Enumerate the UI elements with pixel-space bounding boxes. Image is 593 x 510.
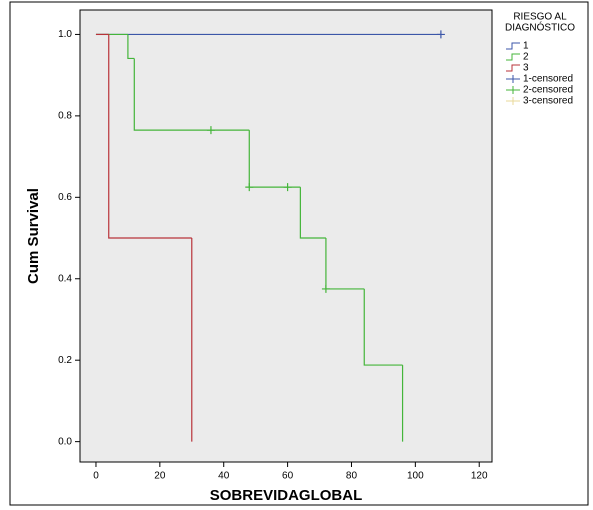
y-tick-label: 0.8 — [58, 111, 72, 122]
x-tick-label: 100 — [407, 471, 424, 482]
censor-mark — [206, 126, 215, 135]
survival-step — [299, 187, 326, 239]
legend-label: 1-censored — [523, 74, 573, 85]
legend-swatch — [506, 42, 520, 50]
censor-mark — [245, 183, 254, 192]
legend-swatch — [506, 53, 520, 61]
x-tick-label: 20 — [154, 471, 166, 482]
legend-swatch — [506, 97, 520, 105]
survival-step — [108, 34, 192, 239]
legend-swatch — [506, 75, 520, 83]
y-tick-label: 0.2 — [58, 355, 72, 366]
legend-label: 1 — [523, 41, 529, 52]
censor-mark — [321, 284, 330, 293]
y-axis-title: Cum Survival — [25, 188, 42, 284]
legend-label: 3-censored — [523, 96, 573, 107]
legend-title: RIESGO AL — [513, 12, 567, 23]
y-tick-label: 0.4 — [58, 273, 72, 284]
legend-label: 2 — [523, 52, 529, 63]
y-tick-label: 0.0 — [58, 436, 72, 447]
legend-label: 3 — [523, 63, 529, 74]
x-tick-label: 120 — [471, 471, 488, 482]
censor-mark — [436, 30, 445, 39]
legend-swatch — [506, 86, 520, 94]
plot-area — [79, 9, 493, 463]
x-axis-title: SOBREVIDAGLOBAL — [210, 487, 363, 504]
legend-swatch — [506, 64, 520, 72]
survival-step — [363, 288, 403, 366]
x-tick-label: 40 — [218, 471, 230, 482]
y-tick-label: 1.0 — [58, 29, 72, 40]
x-tick-label: 0 — [93, 471, 99, 482]
x-tick-label: 80 — [346, 471, 358, 482]
legend-title: DIAGNÓSTICO — [505, 21, 575, 34]
censor-mark — [283, 183, 292, 192]
y-tick-label: 0.6 — [58, 192, 72, 203]
x-tick-label: 60 — [282, 471, 294, 482]
survival-step — [127, 34, 135, 60]
legend-label: 2-censored — [523, 85, 573, 96]
